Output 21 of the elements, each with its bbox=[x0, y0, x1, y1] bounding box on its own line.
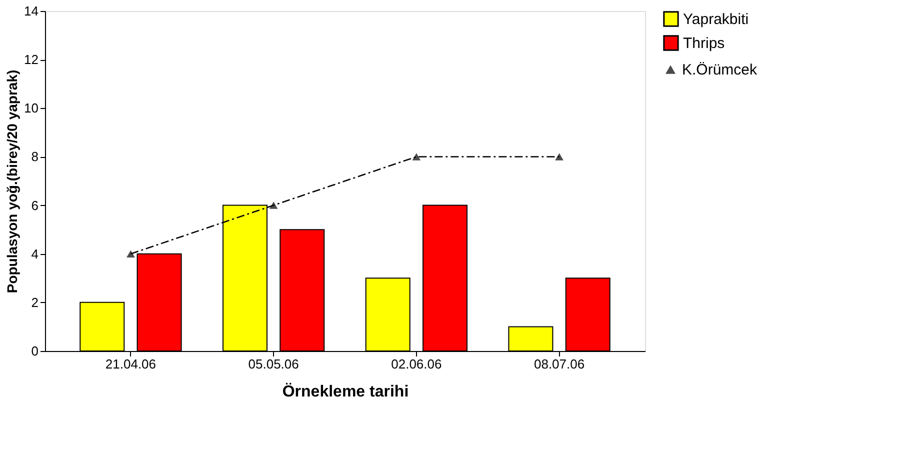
point bbox=[412, 153, 421, 160]
legend-label: Thrips bbox=[683, 35, 725, 52]
y-tick-label: 0 bbox=[31, 344, 38, 358]
y-tick-label: 10 bbox=[24, 100, 38, 116]
y-tick-label: 6 bbox=[31, 198, 38, 213]
legend-label: Yaprakbiti bbox=[683, 11, 749, 28]
point bbox=[269, 202, 278, 209]
y-tick-label: 8 bbox=[31, 149, 38, 164]
y-tick-label: 12 bbox=[24, 52, 38, 68]
x-tick-label: 21.04.06 bbox=[105, 356, 156, 372]
y-tick-label: 4 bbox=[31, 246, 38, 262]
y-tick-label: 2 bbox=[31, 294, 38, 310]
x-tick-label: 02.06.06 bbox=[391, 356, 442, 372]
point bbox=[555, 153, 564, 160]
y-tick-label: 14 bbox=[24, 4, 38, 18]
y-axis-title: Populasyon yoğ.(birey/20 yaprak) bbox=[4, 70, 20, 294]
x-axis-title: Örnekleme tarihi bbox=[282, 382, 409, 400]
x-tick-label: 08.07.06 bbox=[534, 356, 585, 372]
legend-label: K.Örümcek bbox=[682, 62, 758, 78]
x-tick-label: 05.05.06 bbox=[248, 356, 299, 372]
point bbox=[126, 250, 135, 258]
